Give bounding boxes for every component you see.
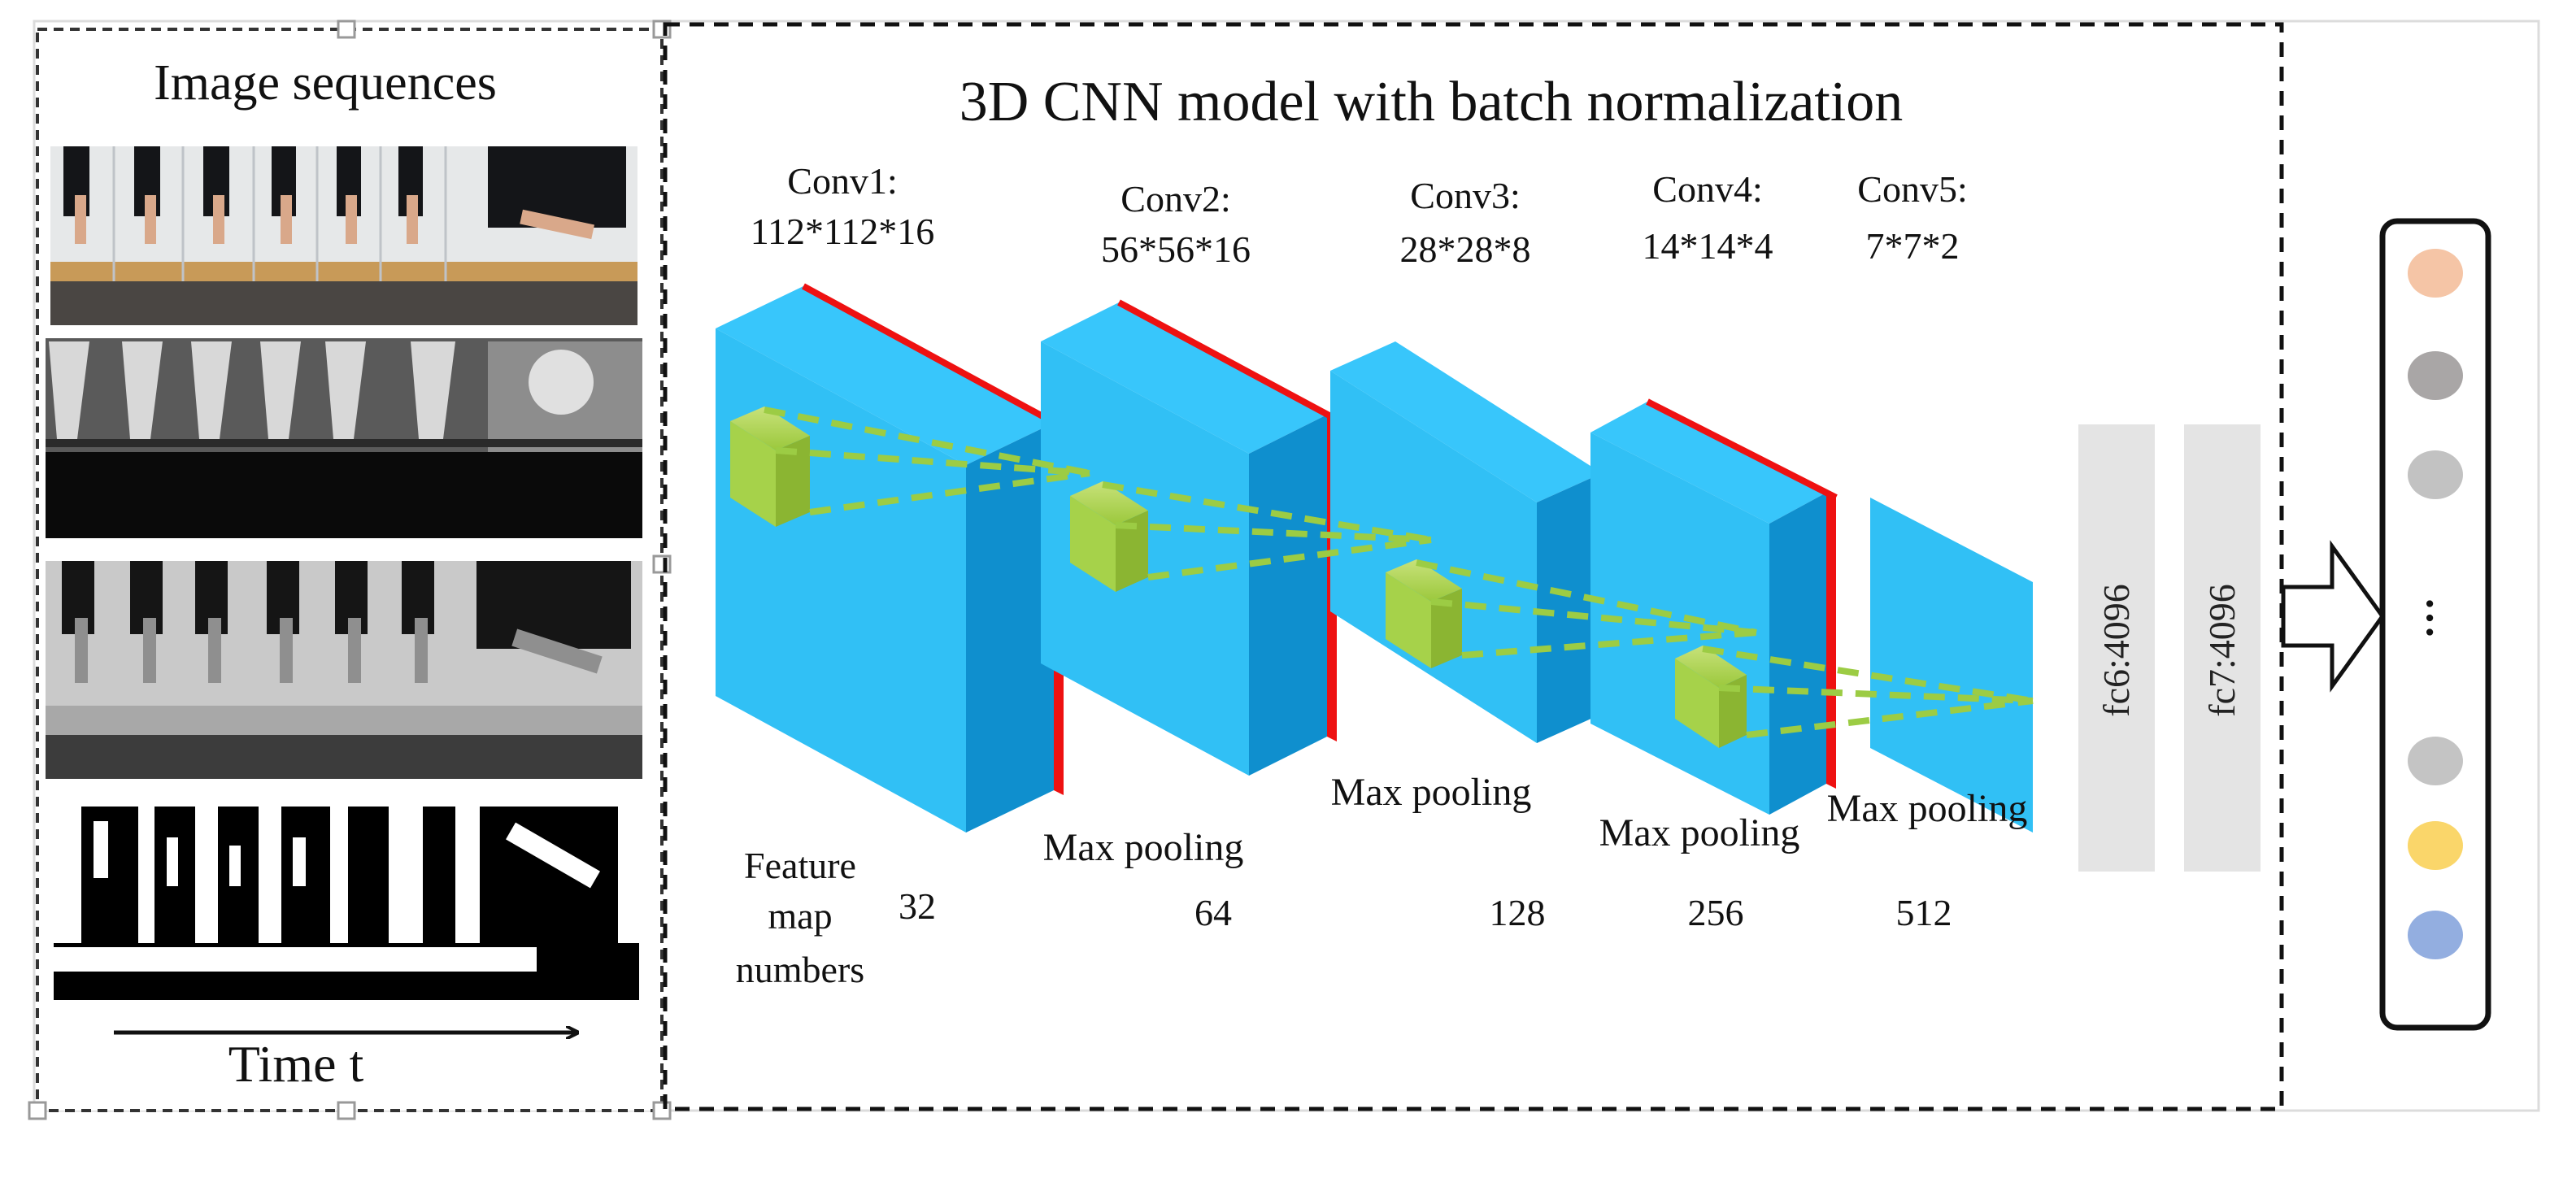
image-sequences-panel: Image sequences Time t: [28, 20, 672, 1120]
class-dot-2: [2408, 351, 2463, 400]
class-dot-1: [2408, 249, 2463, 298]
conv-labels: Conv1: 112*112*16 Conv2: 56*56*16 Conv3:…: [751, 160, 1968, 270]
conv3-dims: 28*28*8: [1400, 228, 1531, 270]
fc6-label: fc6:4096: [2095, 584, 2137, 717]
conv2-dims: 56*56*16: [1101, 228, 1251, 270]
conv3-name: Conv3:: [1410, 175, 1520, 216]
max-pooling-1: Max pooling: [1043, 826, 1244, 869]
feature-map-line-1: Feature: [744, 845, 856, 886]
output-arrow-icon: [2281, 540, 2386, 693]
conv1-dims: 112*112*16: [751, 211, 935, 252]
feature-count-conv4: 256: [1688, 892, 1744, 933]
conv2-name: Conv2:: [1120, 178, 1230, 220]
max-pooling-2: Max pooling: [1331, 771, 1532, 814]
class-dot-6: [2408, 911, 2463, 959]
depth-frames: [46, 338, 642, 538]
conv5-name: Conv5:: [1857, 168, 1967, 210]
rgb-frames: [50, 146, 637, 325]
conv4-kernel: [1675, 646, 1747, 748]
class-dot-5: [2408, 821, 2463, 870]
time-axis-label: Time t: [228, 1035, 364, 1093]
pooling-labels: Max pooling Max pooling Max pooling Max …: [1043, 771, 2028, 869]
model-panel-border: [663, 22, 2284, 1111]
class-dot-3: [2408, 450, 2463, 499]
conv2-kernel: [1070, 481, 1148, 592]
fc7-layer: fc7:4096: [2184, 424, 2261, 872]
output-panel-border: [2379, 218, 2491, 1031]
fc6-layer: fc6:4096: [2078, 424, 2155, 872]
feature-map-labels: Feature map numbers 32 64 128 256 512: [736, 845, 1952, 990]
image-sequences-title: Image sequences: [154, 55, 497, 111]
feature-map-line-3: numbers: [736, 949, 864, 990]
max-pooling-3: Max pooling: [1599, 811, 1800, 854]
feature-count-conv5: 512: [1896, 892, 1952, 933]
conv3-block: [1330, 341, 1602, 743]
feature-count-conv3: 128: [1490, 892, 1546, 933]
fc7-label: fc7:4096: [2201, 584, 2243, 717]
conv4-dims: 14*14*4: [1643, 225, 1773, 267]
binary-frames: [49, 805, 639, 1000]
max-pooling-4: Max pooling: [1827, 787, 2028, 830]
conv4-name: Conv4:: [1652, 168, 1762, 210]
conv1-name: Conv1:: [787, 160, 897, 202]
feature-count-conv2: 64: [1194, 892, 1232, 933]
gray-frames: [46, 561, 642, 779]
output-classes-panel: ...: [2379, 218, 2491, 1031]
conv5-dims: 7*7*2: [1866, 225, 1960, 267]
kernel-projection-lines: [764, 407, 2034, 738]
conv5-block: [1870, 498, 2033, 833]
feature-count-conv1: 32: [899, 885, 936, 927]
model-title: 3D CNN model with batch normalization: [959, 71, 1904, 133]
feature-map-line-2: map: [768, 895, 832, 937]
class-dot-4: [2408, 737, 2463, 785]
conv1-kernel: [730, 407, 810, 527]
conv1-block: [716, 283, 1065, 833]
conv3-kernel: [1386, 559, 1462, 668]
ellipsis-icon: ...: [2414, 597, 2477, 640]
